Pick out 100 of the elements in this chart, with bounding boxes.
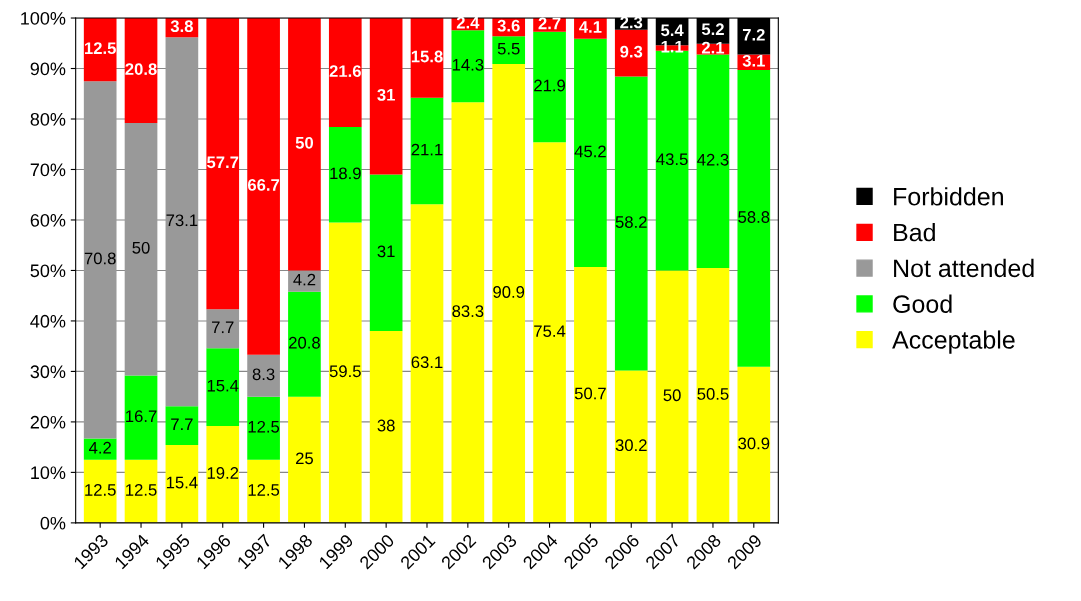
y-tick-label: 30% xyxy=(30,365,66,379)
bar xyxy=(124,459,158,523)
data-label: 83.3 xyxy=(452,305,484,318)
y-tick-label: 50% xyxy=(30,264,66,278)
data-label: 3.8 xyxy=(170,20,193,33)
data-label: 75.4 xyxy=(534,325,566,338)
data-label: 7.7 xyxy=(212,321,234,334)
bar xyxy=(83,81,117,439)
bar xyxy=(410,97,444,205)
data-label: 30.9 xyxy=(738,437,770,450)
data-label: 2.4 xyxy=(456,16,480,29)
data-label: 63.1 xyxy=(411,356,443,369)
bar xyxy=(124,18,158,124)
data-label: 73.1 xyxy=(166,214,198,227)
bar xyxy=(737,366,771,523)
data-label: 57.7 xyxy=(207,156,239,169)
data-label: 2.3 xyxy=(620,16,643,29)
data-label: 50.7 xyxy=(574,387,606,400)
data-label: 45.2 xyxy=(574,145,606,158)
bar xyxy=(410,18,444,98)
bar xyxy=(165,406,199,446)
bar xyxy=(369,18,403,175)
data-label: 90.9 xyxy=(493,286,525,298)
bar xyxy=(206,309,240,349)
data-label: 12.5 xyxy=(85,483,116,496)
bar xyxy=(737,70,771,367)
bar xyxy=(533,31,566,143)
data-label: 19.2 xyxy=(207,467,239,479)
data-label: 8.3 xyxy=(252,368,275,381)
legend-label: Bad xyxy=(894,222,935,242)
data-label: 12.5 xyxy=(248,483,280,496)
data-label: 50 xyxy=(132,241,150,254)
bar xyxy=(410,204,444,523)
data-label: 15.8 xyxy=(411,50,443,63)
data-label: 3.1 xyxy=(742,54,765,67)
y-tick-label: 60% xyxy=(30,213,66,227)
data-label: 12.5 xyxy=(248,420,280,433)
bar xyxy=(247,459,280,523)
y-tick-label: 0% xyxy=(40,516,66,530)
bar xyxy=(206,425,240,523)
bar xyxy=(614,29,648,77)
legend-label: Not attended xyxy=(894,258,1034,278)
data-label: 21.1 xyxy=(411,143,443,156)
data-label: 58.8 xyxy=(738,211,770,223)
bar xyxy=(451,30,485,103)
data-label: 50.5 xyxy=(697,388,729,400)
data-label: 18.9 xyxy=(330,167,361,180)
data-label: 21.9 xyxy=(534,79,565,92)
bar xyxy=(206,348,240,426)
legend-label: Good xyxy=(893,294,952,313)
bar xyxy=(614,370,648,523)
data-label: 42.3 xyxy=(697,153,729,166)
bar xyxy=(83,459,117,523)
y-tick-label: 40% xyxy=(30,314,66,328)
bar xyxy=(328,18,362,128)
bar xyxy=(492,36,526,64)
bar xyxy=(288,396,321,523)
legend-label: Acceptable xyxy=(892,330,1015,354)
data-label: 14.3 xyxy=(452,58,484,71)
data-label: 25 xyxy=(296,452,314,465)
data-label: 15.4 xyxy=(207,379,239,392)
bar xyxy=(124,123,158,376)
data-label: 58.2 xyxy=(615,216,647,228)
bar xyxy=(533,142,566,523)
bar xyxy=(696,267,730,523)
bar xyxy=(124,375,158,460)
bar xyxy=(655,270,689,523)
data-label: 16.7 xyxy=(126,410,157,423)
data-label: 7.2 xyxy=(742,28,765,41)
bar xyxy=(247,354,280,397)
data-label: 21.6 xyxy=(329,65,361,78)
bar xyxy=(83,18,117,82)
bar xyxy=(206,18,240,310)
bar xyxy=(288,291,321,397)
bar xyxy=(247,396,280,460)
data-label: 4.1 xyxy=(579,21,602,33)
data-label: 70.8 xyxy=(84,252,116,265)
data-label: 4.2 xyxy=(293,273,316,286)
bar xyxy=(369,174,403,332)
bar xyxy=(574,38,607,267)
y-tick-label: 90% xyxy=(30,62,66,76)
bar xyxy=(83,438,117,460)
data-label: 59.5 xyxy=(329,365,361,378)
data-label: 31 xyxy=(377,88,395,101)
data-label: 66.7 xyxy=(247,179,280,191)
bar xyxy=(369,331,403,523)
bar xyxy=(165,445,199,523)
bar xyxy=(288,18,321,271)
bar xyxy=(328,222,362,523)
data-label: 20.8 xyxy=(125,63,157,76)
data-label: 31 xyxy=(377,245,395,258)
bar xyxy=(451,102,485,523)
bar xyxy=(247,18,280,355)
data-label: 15.4 xyxy=(166,476,198,489)
data-label: 2.7 xyxy=(538,17,561,30)
data-label: 7.7 xyxy=(171,418,193,430)
data-label: 20.8 xyxy=(289,336,320,349)
data-label: 4.2 xyxy=(88,441,111,454)
y-tick-label: 20% xyxy=(30,415,66,429)
data-label: 5.2 xyxy=(701,23,724,36)
